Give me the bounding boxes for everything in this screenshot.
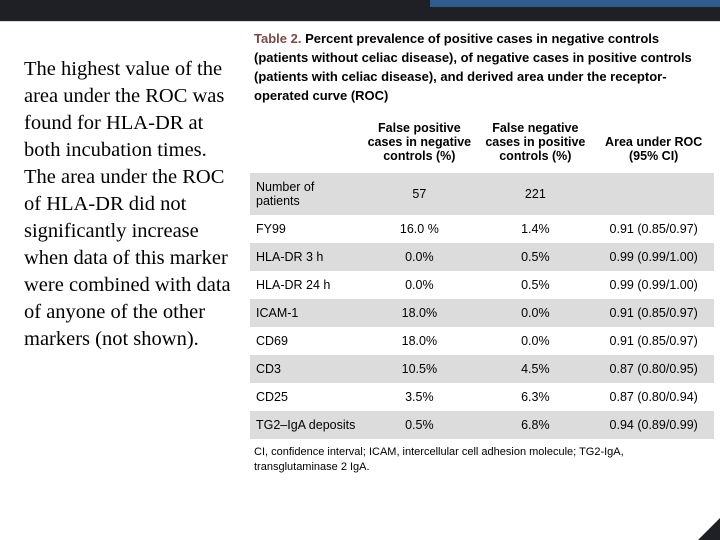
cell: Number of patients: [250, 173, 361, 215]
cell: 0.87 (0.80/0.94): [593, 383, 714, 411]
table-caption-text: Percent prevalence of positive cases in …: [254, 31, 692, 103]
cell: 0.91 (0.85/0.97): [593, 299, 714, 327]
cell: CD3: [250, 355, 361, 383]
table-row: CD69 18.0% 0.0% 0.91 (0.85/0.97): [250, 327, 714, 355]
cell: 0.5%: [477, 243, 593, 271]
cell: 6.8%: [477, 411, 593, 439]
cell: 0.91 (0.85/0.97): [593, 215, 714, 243]
top-bar: [0, 0, 720, 22]
col-header: False positive cases in negative control…: [361, 115, 477, 173]
blue-strip: [430, 0, 720, 7]
cell: 6.3%: [477, 383, 593, 411]
col-header: Area under ROC (95% CI): [593, 115, 714, 173]
cell: 18.0%: [361, 327, 477, 355]
right-column: Table 2. Percent prevalence of positive …: [250, 28, 720, 540]
cell: 0.99 (0.99/1.00): [593, 243, 714, 271]
cell: 16.0 %: [361, 215, 477, 243]
table-row: HLA-DR 3 h 0.0% 0.5% 0.99 (0.99/1.00): [250, 243, 714, 271]
cell: 0.0%: [477, 327, 593, 355]
cell: 0.5%: [361, 411, 477, 439]
cell: HLA-DR 24 h: [250, 271, 361, 299]
cell: 0.0%: [361, 271, 477, 299]
divider-line: [0, 21, 720, 22]
cell: CD25: [250, 383, 361, 411]
table-row: CD3 10.5% 4.5% 0.87 (0.80/0.95): [250, 355, 714, 383]
cell: 0.91 (0.85/0.97): [593, 327, 714, 355]
corner-accent: [698, 518, 720, 540]
main-region: The highest value of the area under the …: [0, 28, 720, 540]
cell: ICAM-1: [250, 299, 361, 327]
cell: 10.5%: [361, 355, 477, 383]
data-table: False positive cases in negative control…: [250, 115, 714, 439]
cell: HLA-DR 3 h: [250, 243, 361, 271]
cell: 0.99 (0.99/1.00): [593, 271, 714, 299]
left-column: The highest value of the area under the …: [0, 28, 250, 540]
table-row: FY99 16.0 % 1.4% 0.91 (0.85/0.97): [250, 215, 714, 243]
cell: FY99: [250, 215, 361, 243]
cell: 4.5%: [477, 355, 593, 383]
cell: CD69: [250, 327, 361, 355]
cell: [593, 173, 714, 215]
cell: 0.87 (0.80/0.95): [593, 355, 714, 383]
cell: TG2–IgA deposits: [250, 411, 361, 439]
table-footnote: CI, confidence interval; ICAM, intercell…: [250, 439, 714, 475]
table-row: HLA-DR 24 h 0.0% 0.5% 0.99 (0.99/1.00): [250, 271, 714, 299]
table-row: ICAM-1 18.0% 0.0% 0.91 (0.85/0.97): [250, 299, 714, 327]
table-row: Number of patients 57 221: [250, 173, 714, 215]
table-row: TG2–IgA deposits 0.5% 6.8% 0.94 (0.89/0.…: [250, 411, 714, 439]
col-header: False negative cases in positive control…: [477, 115, 593, 173]
table-caption-label: Table 2.: [254, 31, 301, 46]
cell: 0.5%: [477, 271, 593, 299]
cell: 1.4%: [477, 215, 593, 243]
cell: 18.0%: [361, 299, 477, 327]
table-header-row: False positive cases in negative control…: [250, 115, 714, 173]
col-header: [250, 115, 361, 173]
cell: 0.0%: [361, 243, 477, 271]
cell: 0.94 (0.89/0.99): [593, 411, 714, 439]
table-caption: Table 2. Percent prevalence of positive …: [250, 30, 714, 115]
cell: 3.5%: [361, 383, 477, 411]
cell: 0.0%: [477, 299, 593, 327]
body-paragraph: The highest value of the area under the …: [24, 56, 234, 354]
cell: 57: [361, 173, 477, 215]
cell: 221: [477, 173, 593, 215]
table-row: CD25 3.5% 6.3% 0.87 (0.80/0.94): [250, 383, 714, 411]
